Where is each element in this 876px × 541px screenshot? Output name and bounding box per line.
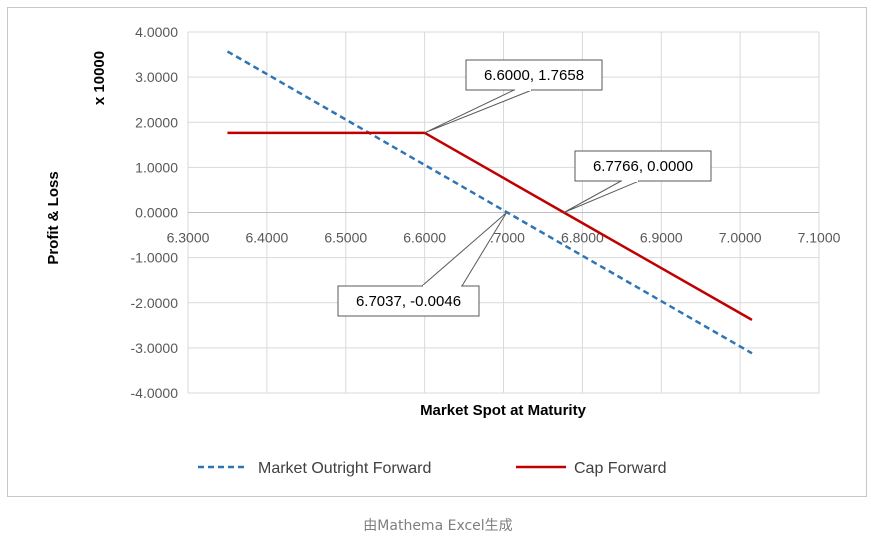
x-tick-label: 7.1000 [798,230,841,246]
y-tick-label: -2.0000 [131,295,179,311]
x-tick-label: 6.8000 [561,230,604,246]
y-tick-label: 3.0000 [135,69,178,85]
series-lines [226,50,753,355]
y-tick-label: -1.0000 [131,250,179,266]
y-tick-label: -3.0000 [131,340,179,356]
y-tick-label: 1.0000 [135,159,178,175]
x-tick-label: 6.9000 [640,230,683,246]
x-tick-label: 6.6000 [403,230,446,246]
y-tick-label: 0.0000 [135,205,178,221]
legend: Market Outright Forward Cap Forward [198,460,666,477]
x-tick-label: 6.3000 [167,230,210,246]
y-tick-label: -4.0000 [131,385,179,401]
callouts: 6.6000, 1.7658 6.7766, 0.0000 6.7037, -0.0… [337,59,712,317]
callout-pointer [424,89,533,134]
y-axis-unit: x 10000 [91,51,108,105]
caption: 由Mathema Excel生成 [363,518,513,534]
series-cap-forward [227,131,753,321]
y-tick-label: 2.0000 [135,114,178,130]
x-axis-title: Market Spot at Maturity [420,402,587,419]
legend-label: Market Outright Forward [258,460,431,477]
pnl-chart: 4.0000 3.0000 2.0000 1.0000 0.0000 -1.0000 -2.… [45,24,841,477]
callout-pointer [420,212,507,287]
callout-label: 6.7766, 0.0000 [593,158,693,175]
x-tick-label: 7.0000 [719,230,762,246]
callout-label: 6.6000, 1.7658 [484,67,584,84]
x-tick-label: 6.4000 [245,230,288,246]
callout-box [465,59,603,91]
legend-label: Cap Forward [574,460,666,477]
y-tick-label: 4.0000 [135,24,178,40]
callout-label: 6.7037, -0.0046 [356,293,461,310]
series-market-outright-forward [226,50,753,355]
callout-pointer [563,180,640,213]
axes: 4.0000 3.0000 2.0000 1.0000 0.0000 -1.0000 -2.… [131,24,841,401]
x-tick-label: 6.5000 [324,230,367,246]
gridlines [187,31,820,394]
callout-box [337,285,480,317]
y-axis-title: Profit & Loss [45,171,62,264]
callout-box [574,150,712,182]
chart-frame: 4.0000 3.0000 2.0000 1.0000 0.0000 -1.0000 -2.… [7,7,867,497]
